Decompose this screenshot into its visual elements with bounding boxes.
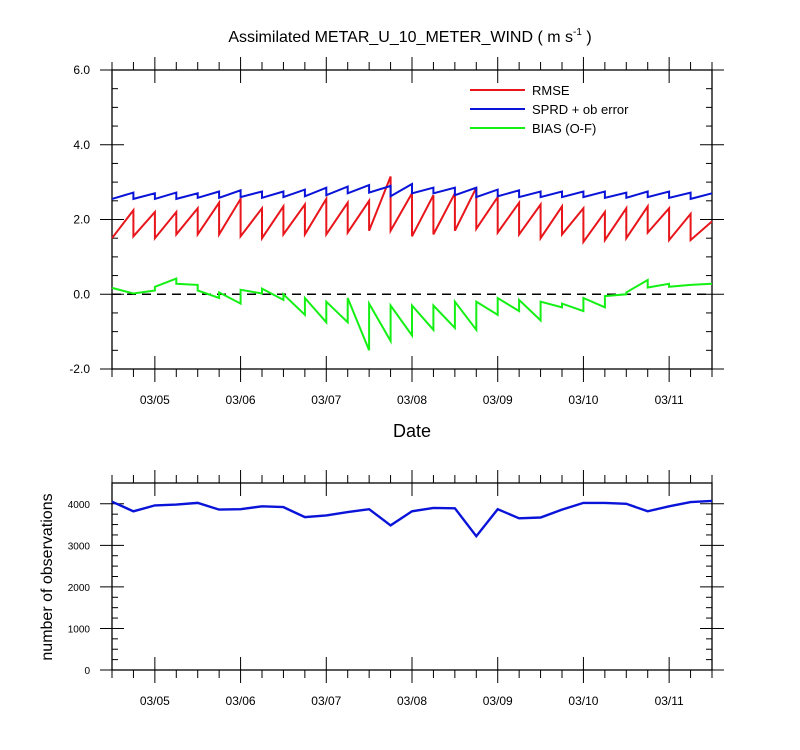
x-tick-label: 03/10 (568, 393, 598, 407)
x-tick-label: 03/09 (483, 393, 513, 407)
x-tick-label: 03/07 (311, 393, 341, 407)
legend-label: SPRD + ob error (532, 102, 629, 117)
bottom-panel: 0 1000 2000 3000 4000 03/05 03/06 03/07 03/08 03/… (68, 470, 724, 708)
y-tick-label: 3000 (68, 541, 91, 552)
y-tick-label: 0.0 (73, 287, 90, 301)
x-tick-label: 03/06 (226, 694, 256, 708)
x-tick-label: 03/06 (226, 393, 256, 407)
top-panel: -2.0 0.0 2.0 4.0 6.0 03/05 03/06 03/07 03/08 03/0… (69, 57, 724, 407)
series-line-bias-o-f (111, 277, 713, 351)
y-tick-label: 1000 (68, 624, 91, 635)
y-tick-label: 4000 (68, 500, 91, 511)
legend-label: RMSE (532, 83, 570, 98)
x-tick-label: 03/11 (655, 694, 684, 708)
y-tick-label: 2.0 (73, 213, 90, 227)
x-tick-label: 03/10 (568, 694, 598, 708)
y-axis-label-observations: number of observations (39, 493, 56, 660)
series-line-rmse (111, 176, 713, 246)
x-tick-label: 03/07 (311, 694, 341, 708)
series-line-observations (111, 499, 713, 539)
y-tick-label: 4.0 (73, 138, 90, 152)
x-tick-label: 03/05 (140, 694, 170, 708)
x-tick-label: 03/11 (655, 393, 684, 407)
chart-title-superscript: -1 (573, 27, 582, 38)
y-tick-label: 2000 (68, 583, 91, 594)
y-tick-label: -2.0 (69, 362, 90, 376)
x-tick-label: 03/08 (397, 393, 427, 407)
series-line-sprd-ob-error (111, 182, 713, 201)
y-tick-label: 6.0 (73, 63, 90, 77)
x-tick-label: 03/09 (483, 694, 513, 708)
chart-title-close: ) (582, 29, 592, 46)
x-axis-label: Date (393, 421, 431, 441)
chart-title: Assimilated METAR_U_10_METER_WIND ( m s-… (228, 27, 591, 46)
legend-label: BIAS (O-F) (532, 121, 596, 136)
y-tick-label: 0 (84, 666, 90, 677)
x-tick-label: 03/08 (397, 694, 427, 708)
x-tick-label: 03/05 (140, 393, 170, 407)
legend: RMSE SPRD + ob error BIAS (O-F) (470, 83, 629, 136)
